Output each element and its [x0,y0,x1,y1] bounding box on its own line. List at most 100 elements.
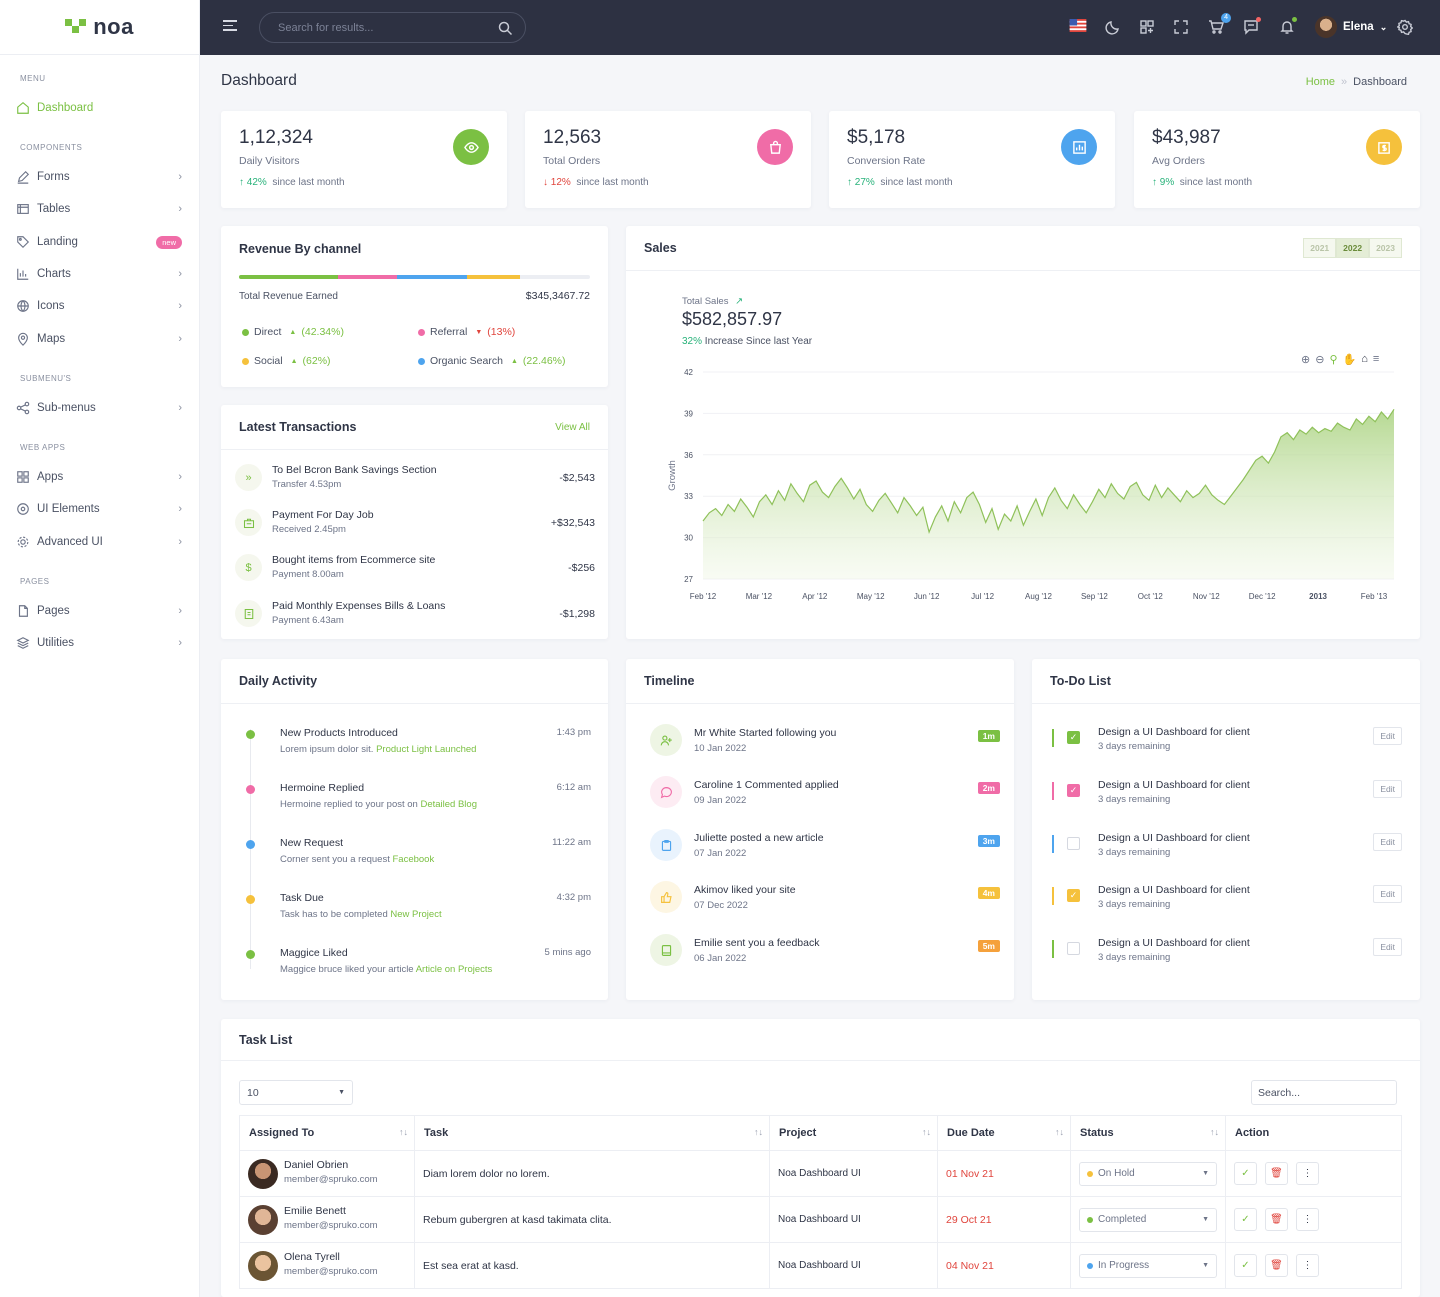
status-select[interactable]: In Progress ▼ [1079,1253,1217,1278]
menu-category: MENU [20,74,46,83]
table-row: Olena Tyrell member@spruko.com Est sea er… [239,1242,1402,1289]
breadcrumb-home[interactable]: Home [1305,76,1336,88]
transaction-row[interactable]: » To Bel Bcron Bank Savings Section Tran… [235,460,595,494]
settings-gear-icon[interactable] [1396,19,1415,37]
edit-button[interactable]: Edit [1373,833,1402,851]
user-name: Elena [1343,21,1374,33]
sidebar-item-landing[interactable]: Landing new [16,231,184,253]
trash-icon[interactable]: 🗑 [1265,1254,1288,1277]
activity-sub: Corner sent you a request Facebook [280,854,435,865]
zoom-in-icon[interactable]: ⊕ [1301,354,1311,366]
table-search-input[interactable]: Search... [1251,1080,1397,1105]
transaction-row[interactable]: Payment For Day Job Received 2.45pm +$32… [235,505,595,539]
sales-card: Sales 2021 2022 2023 Total Sales ↗ $582,… [626,226,1420,639]
activity-sub: Hermoine replied to your post on Detaile… [280,799,477,810]
bell-icon[interactable] [1279,17,1297,37]
year-2022-button[interactable]: 2022 [1336,238,1370,258]
sidebar-item-apps[interactable]: Apps › [16,466,184,488]
check-icon[interactable]: ✓ [1234,1254,1257,1277]
check-icon[interactable]: ✓ [1234,1208,1257,1231]
more-icon[interactable]: ⋮ [1296,1254,1319,1277]
sidebar-item-forms[interactable]: Forms › [16,166,184,188]
user-menu[interactable]: Elena ⌄ [1315,16,1387,38]
y-tick-label: 33 [684,492,693,501]
pan-icon[interactable]: ✋ [1342,354,1357,366]
task-table: Assigned To ↑↓ Task ↑↓ Project ↑↓ Due Date ↑… [239,1115,1402,1289]
year-2021-button[interactable]: 2021 [1303,238,1337,258]
menu-toggle-icon[interactable] [223,20,237,34]
todo-checkbox[interactable] [1067,837,1080,850]
check-icon[interactable]: ✓ [1234,1162,1257,1185]
legend-social: Social ▲ (62%) [242,355,331,367]
status-select[interactable]: Completed ▼ [1079,1207,1217,1232]
column-header[interactable]: Due Date ↑↓ [937,1115,1071,1151]
fullscreen-icon[interactable] [1173,19,1191,37]
x-tick-label: Apr '12 [802,592,828,601]
edit-button[interactable]: Edit [1373,780,1402,798]
todo-checkbox[interactable]: ✓ [1067,784,1080,797]
sidebar-item-tables[interactable]: Tables › [16,198,184,220]
menu-icon[interactable]: ≡ [1372,353,1380,365]
task-cell: Diam lorem dolor no lorem. [414,1150,770,1197]
assignee-name: Emilie Benett [284,1205,346,1217]
caret-down-icon: ▼ [338,1089,345,1096]
bag-icon [757,129,793,165]
logo[interactable]: noa [0,0,199,55]
todo-checkbox[interactable] [1067,942,1080,955]
more-icon[interactable]: ⋮ [1296,1162,1319,1185]
sidebar-item-icons[interactable]: Icons › [16,295,184,317]
sidebar-item-advanced-ui[interactable]: Advanced UI › [16,531,184,553]
todo-checkbox[interactable]: ✓ [1067,731,1080,744]
table-icon [17,204,29,214]
task-cell: Est sea erat at kasd. [414,1242,770,1289]
transaction-row[interactable]: Paid Monthly Expenses Bills & Loans Paym… [235,596,595,630]
messages-icon[interactable] [1243,17,1261,37]
column-header[interactable]: Assigned To ↑↓ [239,1115,415,1151]
page-size-select[interactable]: 10 ▼ [239,1080,353,1105]
timeline-item: Akimov liked your site 07 Dec 2022 4m [650,879,1000,919]
edit-button[interactable]: Edit [1373,885,1402,903]
column-header[interactable]: Project ↑↓ [769,1115,938,1151]
us-flag-icon[interactable] [1069,19,1087,37]
search-input[interactable]: Search for results... [259,12,526,43]
transaction-sub: Transfer 4.53pm [272,479,342,490]
more-icon[interactable]: ⋮ [1296,1208,1319,1231]
cart-icon[interactable]: 4 [1208,13,1231,37]
sidebar-item-sub-menus[interactable]: Sub-menus › [16,397,184,419]
dollar-icon [1366,129,1402,165]
timeline-date: 09 Jan 2022 [694,795,747,806]
sidebar-item-maps[interactable]: Maps › [16,328,184,350]
column-header[interactable]: Task ↑↓ [414,1115,770,1151]
moon-icon[interactable] [1105,19,1123,37]
caret-down-icon: ▼ [1202,1216,1209,1223]
sidebar-item-dashboard[interactable]: Dashboard [16,97,184,119]
edit-button[interactable]: Edit [1373,938,1402,956]
zoom-select-icon[interactable]: ⚲ [1329,354,1338,366]
zoom-out-icon[interactable]: ⊖ [1315,354,1325,366]
sidebar-item-label: Pages [37,605,70,617]
action-cell: ✓ 🗑 ⋮ [1225,1196,1402,1243]
sidebar-item-pages[interactable]: Pages › [16,600,184,622]
todo-title: Design a UI Dashboard for client [1098,937,1250,949]
sidebar-item-ui-elements[interactable]: UI Elements › [16,498,184,520]
sidebar-item-utilities[interactable]: Utilities › [16,632,184,654]
column-header[interactable]: Status ↑↓ [1070,1115,1226,1151]
sidebar-item-charts[interactable]: Charts › [16,263,184,285]
search-icon[interactable] [497,20,513,36]
stat-value: $43,987 [1152,127,1221,148]
edit-button[interactable]: Edit [1373,727,1402,745]
timeline-line [250,729,251,969]
trash-icon[interactable]: 🗑 [1265,1162,1288,1185]
new-badge: new [156,235,182,249]
apps-grid-icon[interactable] [1139,19,1157,37]
year-2023-button[interactable]: 2023 [1369,238,1402,258]
view-all-link[interactable]: View All [555,421,590,433]
todo-checkbox[interactable]: ✓ [1067,889,1080,902]
edit-icon [17,170,30,184]
caret-down-icon: ▼ [1202,1262,1209,1269]
chevron-right-icon: › [178,171,182,183]
transaction-row[interactable]: $ Bought items from Ecommerce site Payme… [235,550,595,584]
reset-home-icon[interactable]: ⌂ [1361,353,1368,365]
status-select[interactable]: On Hold ▼ [1079,1161,1217,1186]
trash-icon[interactable]: 🗑 [1265,1208,1288,1231]
